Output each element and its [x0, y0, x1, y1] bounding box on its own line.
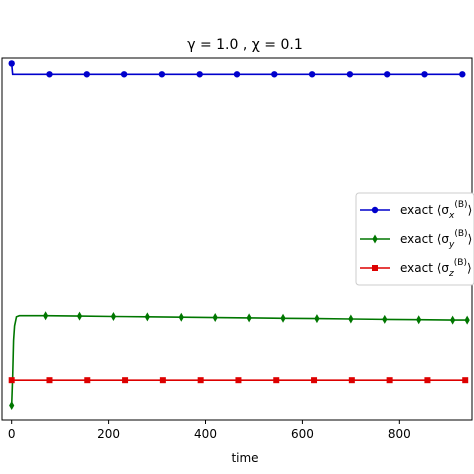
legend-marker — [372, 234, 378, 244]
data-point — [197, 377, 204, 384]
chart-title: γ = 1.0 , χ = 0.1 — [187, 37, 303, 53]
legend-label: exact ⟨σx(B)⟩ — [400, 200, 472, 221]
data-point — [43, 311, 49, 321]
legend-label: exact ⟨σy(B)⟩ — [400, 229, 472, 250]
legend-label: exact ⟨σz(B)⟩ — [400, 258, 472, 279]
data-point — [158, 71, 166, 78]
x-tick-label: 600 — [291, 427, 314, 441]
data-point — [235, 377, 242, 384]
data-point — [144, 312, 150, 322]
legend-marker — [371, 206, 379, 214]
x-tick-label: 0 — [8, 427, 16, 441]
data-point — [83, 71, 90, 78]
data-point — [346, 71, 354, 78]
data-point — [9, 401, 15, 411]
data-point — [46, 377, 53, 384]
data-point — [464, 315, 470, 325]
data-point — [311, 377, 318, 384]
data-point — [246, 313, 252, 323]
data-point — [212, 313, 218, 323]
legend: exact ⟨σx(B)⟩ exact ⟨σy(B)⟩ exact ⟨σz(B)⟩ — [355, 192, 474, 286]
data-point — [84, 377, 91, 384]
series-1 — [8, 60, 466, 78]
data-point — [196, 71, 203, 78]
x-tick-label: 200 — [97, 427, 120, 441]
data-point — [382, 314, 388, 324]
data-point — [384, 71, 391, 78]
legend-item: exact ⟨σy(B)⟩ — [360, 229, 472, 250]
x-axis-label: time — [231, 451, 258, 465]
x-tick-label: 800 — [388, 427, 411, 441]
data-point — [178, 312, 184, 322]
data-point — [308, 71, 316, 78]
data-point — [159, 377, 166, 384]
series-2 — [9, 311, 470, 411]
legend-item: exact ⟨σx(B)⟩ — [360, 200, 472, 221]
data-point — [271, 71, 278, 78]
data-point — [314, 314, 320, 324]
data-point — [348, 377, 355, 384]
legend-box — [355, 192, 474, 286]
data-point — [120, 71, 128, 78]
x-tick-label: 400 — [194, 427, 217, 441]
series-line — [10, 314, 468, 406]
data-point — [46, 71, 53, 78]
data-point — [450, 315, 456, 325]
data-point — [424, 377, 431, 384]
data-point — [110, 311, 117, 321]
data-point — [280, 313, 286, 323]
series-layer — [8, 60, 470, 411]
legend-item: exact ⟨σz(B)⟩ — [360, 258, 472, 279]
data-point — [8, 60, 15, 67]
data-point — [348, 314, 354, 324]
data-point — [416, 315, 422, 325]
data-point — [459, 71, 466, 78]
data-point — [122, 377, 129, 384]
data-point — [273, 377, 280, 384]
data-point — [421, 71, 428, 78]
legend-marker — [372, 265, 378, 271]
data-point — [462, 377, 469, 384]
data-point — [233, 71, 241, 78]
data-point — [8, 377, 15, 384]
data-point — [386, 377, 393, 384]
series-3 — [8, 377, 469, 384]
data-point — [76, 311, 83, 321]
